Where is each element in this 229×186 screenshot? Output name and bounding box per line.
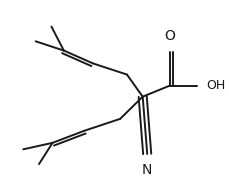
Text: OH: OH [205,79,224,92]
Text: N: N [141,163,152,177]
Text: O: O [164,29,174,43]
